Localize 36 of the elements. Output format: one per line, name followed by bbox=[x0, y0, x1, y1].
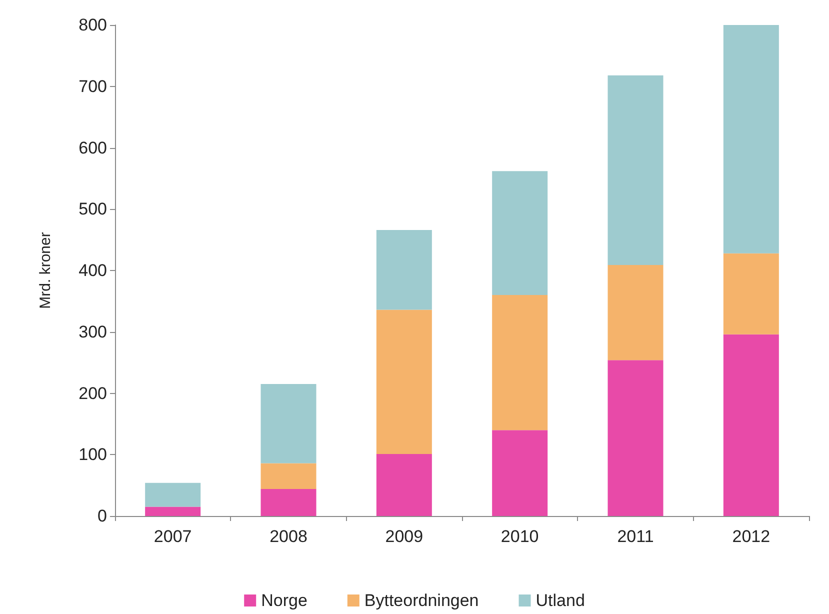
bar bbox=[492, 295, 548, 430]
bar bbox=[723, 25, 779, 254]
y-tick-label: 200 bbox=[78, 384, 107, 403]
bar bbox=[260, 463, 316, 489]
y-tick-label: 0 bbox=[98, 506, 107, 526]
bar bbox=[608, 264, 664, 360]
bar bbox=[260, 384, 316, 464]
x-tick-label: 2010 bbox=[500, 527, 539, 546]
legend-label: Bytteordningen bbox=[364, 591, 479, 610]
y-tick-label: 100 bbox=[78, 445, 107, 464]
bar bbox=[376, 454, 432, 516]
x-tick-label: 2007 bbox=[154, 527, 192, 546]
bar bbox=[492, 171, 548, 296]
y-axis-title: Mrd. kroner bbox=[37, 232, 54, 309]
bar bbox=[145, 506, 201, 516]
bar bbox=[145, 482, 201, 507]
y-tick-label: 700 bbox=[78, 76, 107, 96]
x-tick-label: 2009 bbox=[385, 527, 424, 546]
x-tick-label: 2012 bbox=[732, 527, 770, 546]
legend-label: Norge bbox=[261, 591, 308, 610]
y-tick-label: 800 bbox=[78, 16, 107, 34]
bar bbox=[723, 334, 779, 516]
y-tick-label: 600 bbox=[78, 138, 107, 158]
y-tick-label: 300 bbox=[78, 322, 107, 342]
bar bbox=[608, 75, 664, 265]
bar bbox=[376, 310, 432, 454]
bar bbox=[492, 430, 548, 516]
legend-label: Utland bbox=[536, 591, 585, 610]
y-tick-label: 500 bbox=[78, 200, 107, 219]
bar bbox=[376, 230, 432, 310]
x-tick-label: 2008 bbox=[270, 527, 308, 546]
bar bbox=[723, 253, 779, 334]
x-tick-label: 2011 bbox=[617, 527, 654, 546]
y-tick-label: 400 bbox=[78, 261, 107, 280]
bar bbox=[260, 488, 316, 516]
bar bbox=[608, 360, 664, 516]
